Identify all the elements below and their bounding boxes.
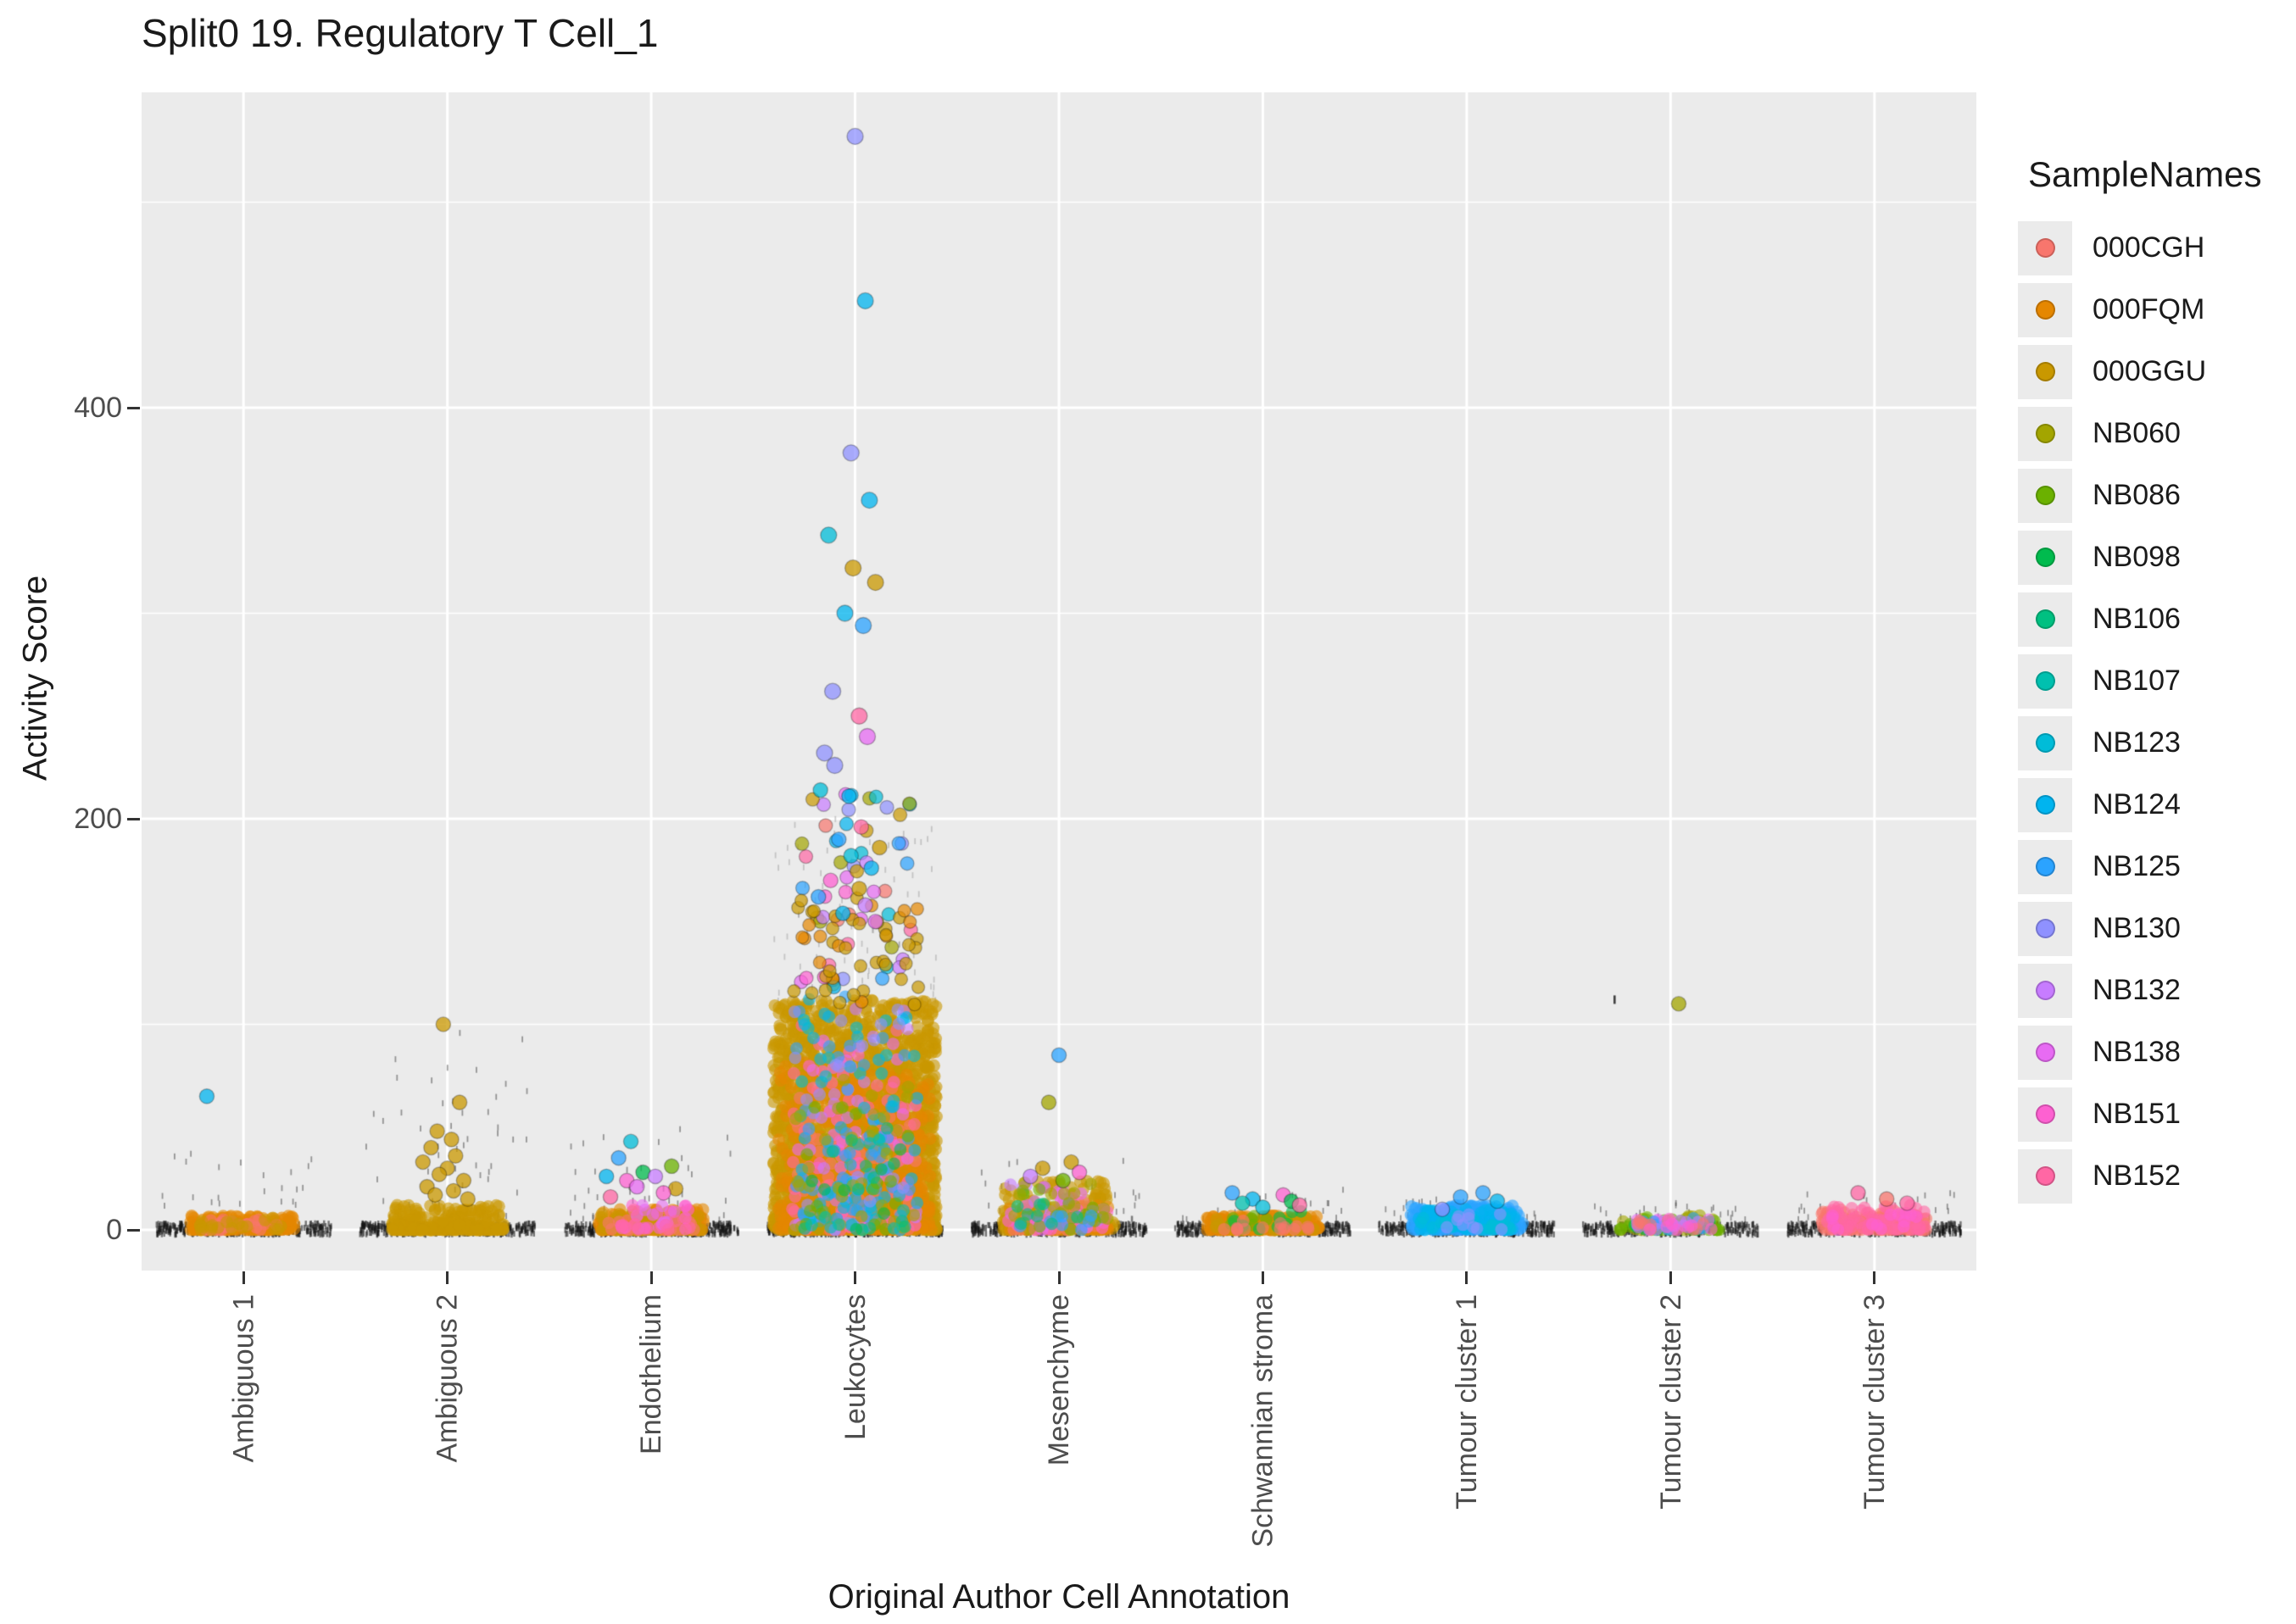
legend-label: NB152	[2093, 1160, 2181, 1192]
legend-key	[2018, 839, 2072, 894]
legend-label: NB060	[2093, 417, 2181, 449]
legend-dot-icon	[2035, 981, 2055, 1000]
y-tick-label: 400	[74, 392, 122, 424]
legend-label: NB124	[2093, 788, 2181, 820]
legend-item: NB086	[2018, 464, 2261, 526]
legend-item: NB123	[2018, 712, 2261, 774]
legend-item: 000GGU	[2018, 341, 2261, 403]
legend-label: 000GGU	[2093, 355, 2207, 387]
legend-label: NB130	[2093, 912, 2181, 944]
legend-label: NB107	[2093, 665, 2181, 697]
x-tick-mark	[1669, 1271, 1672, 1284]
legend-title: SampleNames	[2028, 154, 2262, 194]
x-tick-mark	[854, 1271, 857, 1284]
legend-label: NB123	[2093, 726, 2181, 759]
x-tick-label: Mesenchyme	[1043, 1294, 1075, 1466]
x-tick-mark	[1261, 1271, 1264, 1284]
legend-label: NB138	[2093, 1036, 2181, 1068]
legend-item: NB124	[2018, 774, 2261, 836]
y-tick-mark	[127, 1228, 140, 1232]
legend-dot-icon	[2035, 671, 2055, 691]
x-tick-label: Endothelium	[635, 1294, 668, 1455]
legend-label: NB106	[2093, 603, 2181, 635]
x-tick-mark	[1465, 1271, 1468, 1284]
legend-item: NB098	[2018, 526, 2261, 588]
legend-key	[2018, 1025, 2072, 1080]
legend-dot-icon	[2035, 1104, 2055, 1124]
legend-item: 000CGH	[2018, 217, 2261, 279]
x-tick-label: Ambiguous 1	[227, 1294, 260, 1463]
legend-dot-icon	[2035, 1043, 2055, 1062]
y-tick-mark	[127, 406, 140, 409]
legend-item: NB060	[2018, 403, 2261, 464]
legend-item: 000FQM	[2018, 279, 2261, 341]
legend-label: 000CGH	[2093, 231, 2205, 264]
legend-key	[2018, 282, 2072, 337]
x-tick-mark	[1873, 1271, 1876, 1284]
x-tick-mark	[446, 1271, 449, 1284]
x-tick-label: Schwannian stroma	[1246, 1294, 1279, 1548]
legend-key	[2018, 653, 2072, 709]
legend-key	[2018, 1148, 2072, 1204]
legend-dot-icon	[2035, 238, 2055, 258]
chart-title: Split0 19. Regulatory T Cell_1	[142, 11, 659, 55]
x-tick-label: Tumour cluster 1	[1450, 1294, 1483, 1510]
legend-dot-icon	[2035, 857, 2055, 876]
legend-dot-icon	[2035, 733, 2055, 753]
legend-key	[2018, 777, 2072, 832]
legend-label: NB125	[2093, 850, 2181, 882]
legend-item: NB132	[2018, 959, 2261, 1021]
legend-key	[2018, 344, 2072, 399]
legend-key	[2018, 592, 2072, 647]
x-axis-title: Original Author Cell Annotation	[828, 1578, 1290, 1616]
x-tick-mark	[242, 1271, 245, 1284]
legend-key	[2018, 220, 2072, 275]
legend-dot-icon	[2035, 300, 2055, 320]
legend-label: NB132	[2093, 974, 2181, 1006]
x-tick-mark	[649, 1271, 653, 1284]
y-tick-label: 200	[74, 803, 122, 835]
legend-key	[2018, 715, 2072, 770]
legend-key	[2018, 530, 2072, 585]
x-tick-label: Ambiguous 2	[431, 1294, 464, 1463]
legend-label: NB151	[2093, 1098, 2181, 1130]
legend-items: 000CGH 000FQM 000GGU NB060 NB086 NB098 NB106 NB…	[2018, 217, 2261, 1207]
legend: SampleNames 000CGH 000FQM 000GGU NB060 NB086…	[2018, 154, 2261, 1207]
legend-key	[2018, 468, 2072, 523]
legend-item: NB125	[2018, 836, 2261, 898]
legend-key	[2018, 901, 2072, 956]
legend-dot-icon	[2035, 795, 2055, 815]
x-tick-label: Tumour cluster 2	[1654, 1294, 1687, 1510]
y-axis-title: Activity Score	[16, 575, 54, 781]
legend-dot-icon	[2035, 609, 2055, 629]
legend-item: NB106	[2018, 588, 2261, 650]
plot-panel	[142, 92, 1976, 1271]
legend-label: NB098	[2093, 541, 2181, 573]
legend-item: NB138	[2018, 1021, 2261, 1083]
legend-label: NB086	[2093, 479, 2181, 511]
legend-dot-icon	[2035, 362, 2055, 381]
legend-dot-icon	[2035, 486, 2055, 505]
legend-key	[2018, 406, 2072, 461]
legend-dot-icon	[2035, 1166, 2055, 1186]
y-tick-label: 0	[106, 1214, 122, 1246]
legend-item: NB107	[2018, 650, 2261, 712]
legend-dot-icon	[2035, 548, 2055, 567]
legend-dot-icon	[2035, 919, 2055, 938]
y-tick-mark	[127, 817, 140, 820]
x-tick-label: Leukocytes	[839, 1294, 872, 1440]
legend-item: NB151	[2018, 1083, 2261, 1145]
x-tick-mark	[1057, 1271, 1061, 1284]
legend-item: NB152	[2018, 1145, 2261, 1207]
legend-key	[2018, 963, 2072, 1018]
plot-canvas	[142, 92, 1976, 1271]
legend-label: 000FQM	[2093, 293, 2205, 325]
x-tick-label: Tumour cluster 3	[1858, 1294, 1891, 1510]
legend-dot-icon	[2035, 424, 2055, 443]
legend-key	[2018, 1087, 2072, 1142]
legend-item: NB130	[2018, 898, 2261, 959]
